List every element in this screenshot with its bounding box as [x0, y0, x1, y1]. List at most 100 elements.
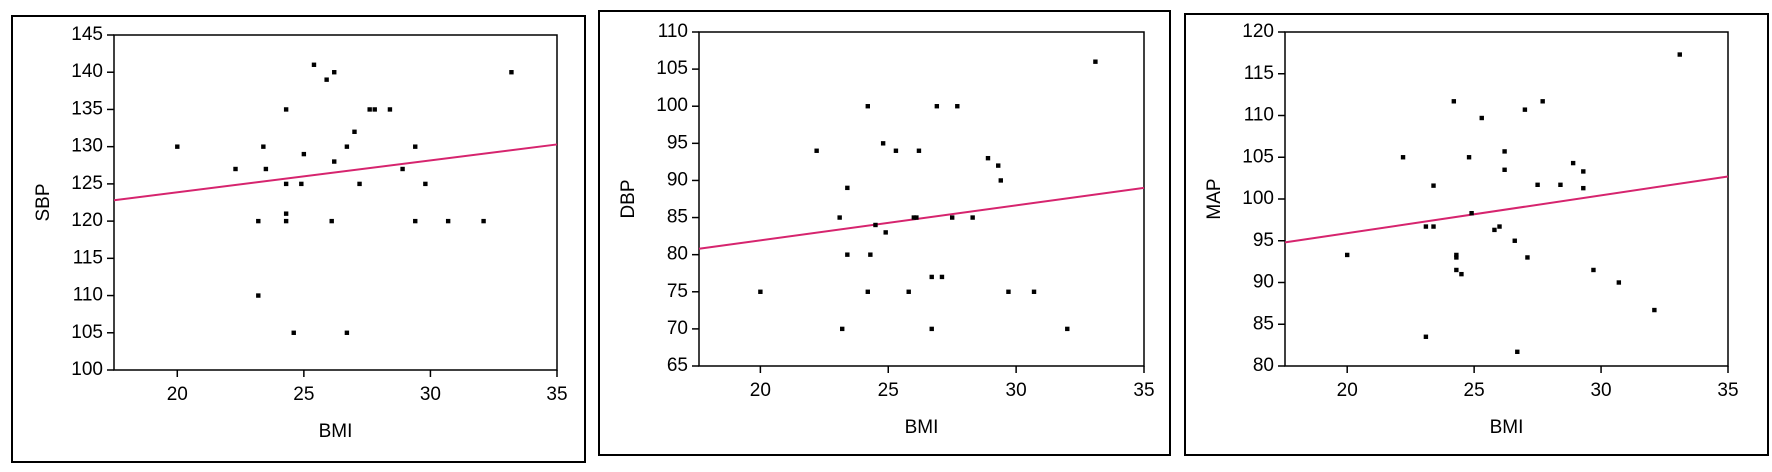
y-tick-label: 130 [71, 136, 103, 157]
point [929, 274, 934, 280]
y-tick-label: 110 [658, 21, 688, 42]
y-tick-label: 85 [667, 207, 688, 228]
point [985, 155, 991, 161]
y-tick-label: 80 [667, 244, 688, 265]
point [1093, 59, 1098, 64]
point [233, 166, 238, 172]
point [263, 166, 269, 172]
point [256, 293, 261, 298]
point [1591, 267, 1596, 273]
y-tick-label: 105 [1242, 146, 1274, 167]
y-tick-label: 75 [667, 281, 688, 302]
point [1581, 185, 1586, 191]
point [914, 215, 919, 220]
y-tick-label: 90 [1253, 272, 1274, 293]
point [840, 326, 845, 332]
point [934, 104, 940, 109]
y-tick-label: 70 [667, 318, 688, 339]
point [283, 211, 289, 216]
point [1502, 149, 1507, 154]
x-tick-label: 35 [1133, 380, 1154, 401]
x-tick-label: 25 [293, 384, 314, 405]
point [868, 252, 873, 257]
x-tick-label: 25 [1464, 380, 1485, 401]
point [1540, 99, 1545, 104]
point [865, 289, 870, 294]
panel-frame [11, 15, 586, 463]
x-axis-label: BMI [319, 421, 353, 442]
point [1454, 252, 1459, 258]
point [413, 144, 418, 149]
x-tick-label: 20 [1337, 380, 1358, 401]
point [837, 215, 842, 220]
point [998, 178, 1003, 183]
plot-area [698, 31, 1145, 367]
point [1492, 227, 1497, 233]
point [949, 215, 955, 220]
point [1512, 238, 1517, 243]
point [1459, 271, 1464, 277]
x-tick-label: 35 [1717, 380, 1738, 401]
point [845, 252, 850, 257]
point [970, 215, 975, 220]
point [1570, 160, 1576, 166]
y-tick-label: 125 [71, 173, 103, 194]
y-tick-label: 100 [71, 359, 103, 380]
y-tick-label: 110 [73, 285, 103, 306]
point [283, 181, 289, 187]
point [1535, 182, 1540, 188]
point [175, 144, 180, 149]
point [423, 181, 428, 187]
point [261, 144, 266, 149]
point [880, 141, 886, 146]
point [256, 218, 261, 224]
point [1677, 52, 1682, 57]
point [329, 218, 334, 224]
point [372, 107, 377, 112]
y-tick-label: 100 [1242, 188, 1274, 209]
point [283, 107, 289, 112]
point [481, 218, 486, 224]
y-tick-label: 65 [667, 355, 688, 376]
x-tick-label: 30 [420, 384, 441, 405]
trend-line [1284, 175, 1729, 244]
point [299, 181, 304, 187]
point [387, 107, 393, 112]
point [1525, 255, 1530, 260]
point [1502, 167, 1507, 172]
plot-area [113, 34, 558, 371]
point [1616, 280, 1622, 285]
point [357, 181, 362, 187]
point [344, 330, 350, 335]
point [1400, 155, 1406, 160]
point [301, 151, 307, 157]
point [758, 289, 763, 294]
point [1522, 107, 1528, 112]
point [996, 163, 1001, 168]
y-tick-label: 115 [73, 247, 103, 268]
point [906, 289, 911, 294]
point [332, 70, 337, 75]
y-tick-label: 105 [71, 322, 103, 343]
point [1558, 182, 1563, 188]
plot-area [1284, 31, 1729, 367]
x-tick-label: 30 [1006, 380, 1027, 401]
y-tick-label: 135 [71, 98, 103, 119]
y-tick-label: 110 [1244, 105, 1274, 126]
point [352, 129, 357, 134]
point [814, 148, 819, 153]
point [1431, 224, 1436, 229]
y-tick-label: 140 [71, 61, 103, 82]
y-tick-label: 85 [1253, 313, 1274, 334]
point [1454, 267, 1459, 273]
x-tick-label: 35 [546, 384, 567, 405]
y-tick-label: 115 [1244, 63, 1274, 84]
point [873, 222, 878, 228]
y-tick-label: 80 [1253, 355, 1274, 376]
point [445, 218, 451, 224]
point [929, 326, 934, 332]
point [1515, 349, 1520, 355]
point [413, 218, 418, 224]
point [1466, 155, 1472, 160]
